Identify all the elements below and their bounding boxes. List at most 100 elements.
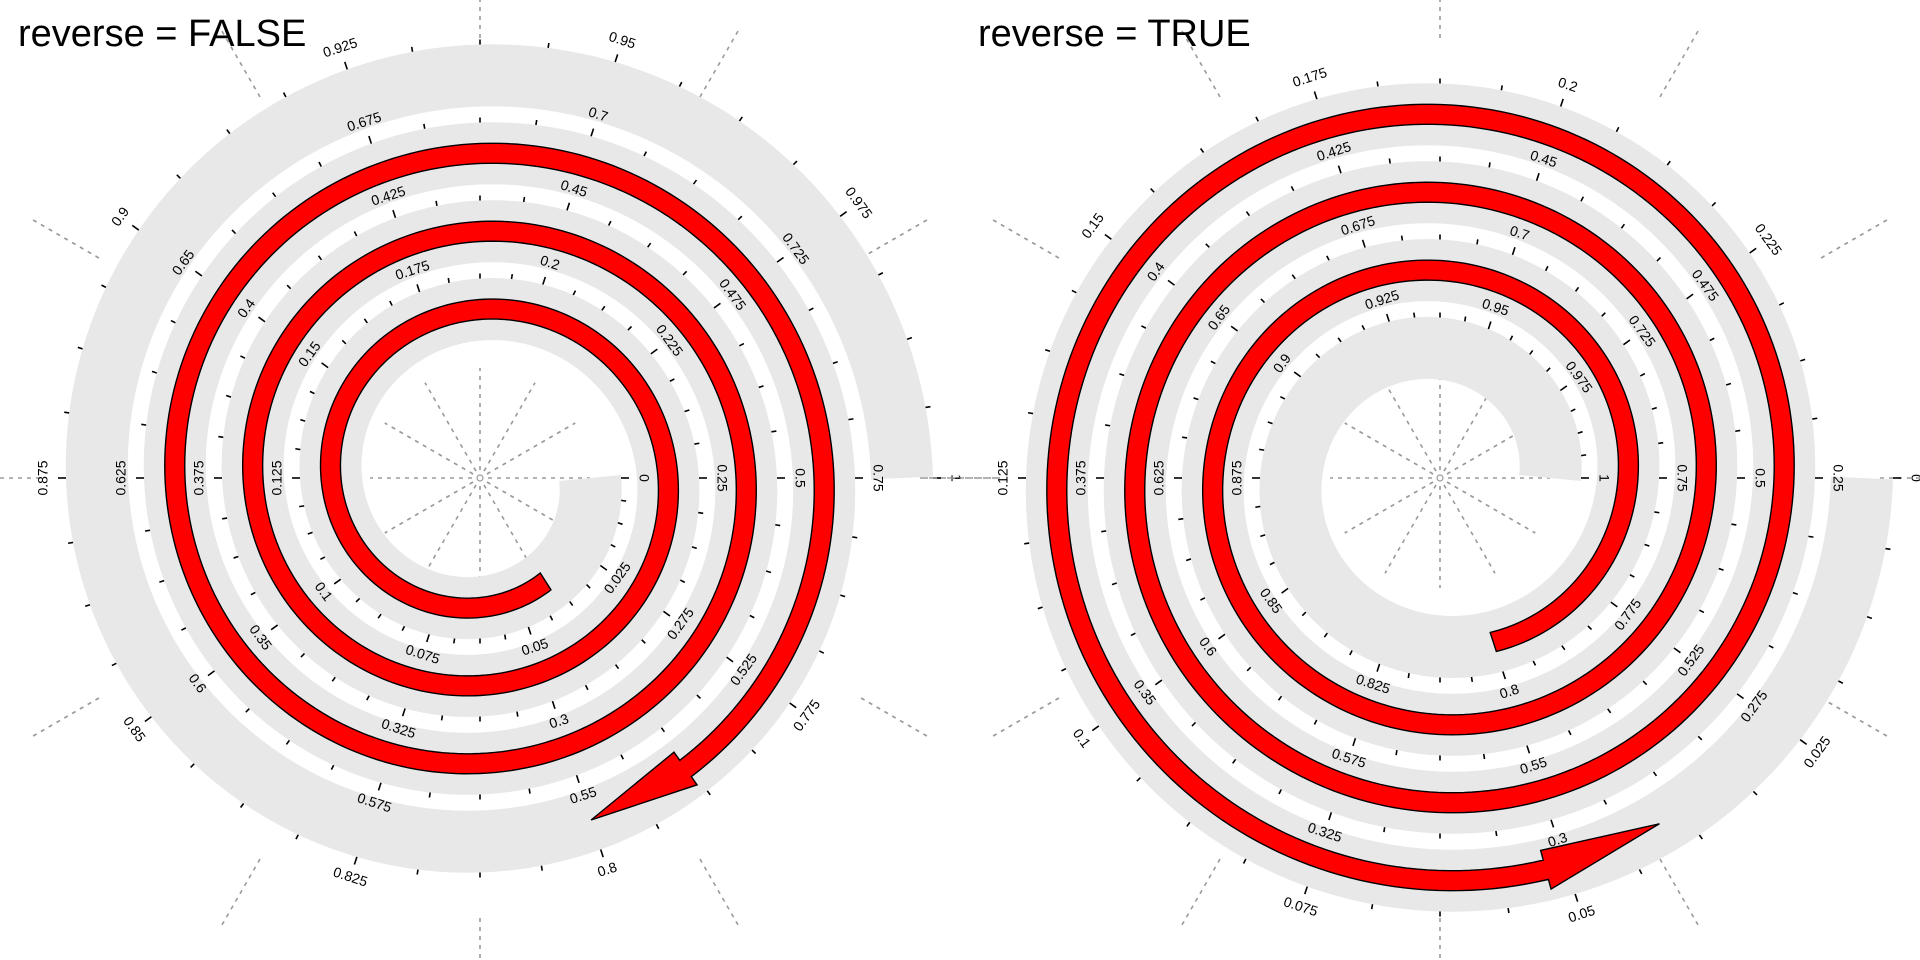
tick-label: 0.8 bbox=[1498, 680, 1522, 701]
spiral-arrow bbox=[164, 142, 835, 821]
tick-mark bbox=[1808, 535, 1814, 538]
tick-mark bbox=[663, 610, 671, 617]
tick-mark bbox=[1326, 255, 1330, 261]
panel-title-right: reverse = TRUE bbox=[978, 13, 1251, 55]
tick-mark bbox=[696, 694, 702, 700]
tick-mark bbox=[1101, 530, 1107, 533]
tick-mark bbox=[749, 614, 755, 619]
tick-mark bbox=[181, 627, 187, 631]
tick-mark bbox=[320, 556, 326, 561]
tick-mark bbox=[170, 319, 176, 324]
tick-mark bbox=[599, 564, 608, 571]
tick-mark bbox=[1352, 737, 1357, 747]
tick-mark bbox=[1577, 430, 1583, 434]
tick-mark bbox=[1385, 313, 1390, 322]
tick-mark bbox=[1749, 247, 1757, 254]
tick-mark bbox=[194, 270, 203, 277]
tick-label: 0.2 bbox=[538, 252, 562, 273]
tick-mark bbox=[542, 276, 547, 285]
guide-line-outer bbox=[1179, 858, 1221, 929]
tick-mark bbox=[682, 270, 688, 276]
tick-mark bbox=[1470, 676, 1474, 683]
tick-mark bbox=[1154, 679, 1163, 686]
tick-mark bbox=[547, 42, 550, 49]
tick-mark bbox=[401, 625, 406, 632]
tick-mark bbox=[614, 664, 620, 670]
tick-mark bbox=[527, 626, 532, 635]
tick-mark bbox=[285, 739, 291, 745]
tick-mark bbox=[590, 128, 595, 137]
tick-mark bbox=[1642, 680, 1648, 686]
tick-mark bbox=[586, 584, 591, 589]
tick-label: 0.875 bbox=[35, 460, 51, 495]
tick-mark bbox=[377, 782, 382, 791]
tick-mark bbox=[416, 869, 419, 875]
tick-mark bbox=[1193, 397, 1199, 401]
tick-mark bbox=[67, 541, 74, 545]
tick-mark bbox=[1792, 591, 1798, 595]
tick-mark bbox=[1141, 325, 1147, 329]
tick-label: 0.05 bbox=[1566, 902, 1597, 926]
tick-mark bbox=[144, 716, 152, 723]
tick-mark bbox=[295, 834, 299, 840]
tick-mark bbox=[1337, 165, 1342, 174]
tick-mark bbox=[1185, 558, 1192, 562]
tick-mark bbox=[713, 302, 721, 309]
tick-mark bbox=[738, 116, 743, 122]
tick-mark bbox=[792, 160, 798, 166]
tick-label: 0.95 bbox=[607, 28, 638, 52]
tick-label: 0.375 bbox=[1073, 460, 1089, 495]
tick-mark bbox=[1610, 601, 1618, 608]
tick-mark bbox=[353, 856, 358, 865]
tick-mark bbox=[341, 339, 347, 345]
tick-mark bbox=[131, 224, 140, 231]
tick-mark bbox=[1104, 424, 1111, 427]
tick-mark bbox=[832, 361, 838, 365]
tick-mark bbox=[1328, 812, 1333, 821]
guide-line-inner bbox=[486, 422, 576, 475]
tick-mark bbox=[1277, 695, 1283, 701]
tick-mark bbox=[1500, 85, 1503, 91]
tick-label: 0.25 bbox=[1830, 464, 1846, 491]
spiral-track bbox=[65, 44, 933, 873]
tick-mark bbox=[1178, 517, 1184, 521]
tick-mark bbox=[1255, 505, 1261, 509]
tick-mark bbox=[789, 702, 797, 709]
tick-label: 0.7 bbox=[587, 103, 611, 124]
tick-mark bbox=[64, 411, 70, 414]
tick-mark bbox=[607, 220, 612, 226]
tick-mark bbox=[758, 385, 764, 389]
tick-mark bbox=[331, 676, 336, 682]
tick-mark bbox=[1652, 771, 1658, 777]
tick-mark bbox=[1718, 567, 1724, 571]
tick-mark bbox=[1686, 293, 1694, 300]
tick-mark bbox=[300, 652, 306, 658]
tick-mark bbox=[282, 92, 287, 98]
guide-line-outer bbox=[29, 697, 100, 739]
tick-mark bbox=[1603, 799, 1608, 805]
guide-line-inner bbox=[384, 422, 474, 475]
tick-mark bbox=[1205, 243, 1210, 248]
tick-label: 0.2 bbox=[1556, 74, 1580, 95]
tick-mark bbox=[775, 523, 781, 527]
guide-line-outer bbox=[860, 697, 931, 739]
tick-label: 0.125 bbox=[995, 460, 1011, 495]
tick-mark bbox=[601, 305, 606, 311]
tick-mark bbox=[1709, 337, 1715, 342]
tick-mark bbox=[575, 775, 580, 784]
tick-mark bbox=[1607, 708, 1612, 714]
tick-mark bbox=[1559, 98, 1564, 107]
tick-mark bbox=[77, 346, 83, 350]
tick-mark bbox=[1218, 633, 1226, 640]
tick-mark bbox=[1383, 827, 1386, 833]
tick-mark bbox=[1544, 265, 1549, 272]
tick-mark bbox=[621, 499, 627, 502]
tick-mark bbox=[1370, 904, 1374, 910]
tick-mark bbox=[1313, 91, 1318, 100]
tick-label: 0.85 bbox=[120, 713, 149, 745]
tick-mark bbox=[1535, 172, 1540, 181]
guide-line-inner bbox=[1344, 422, 1434, 475]
tick-mark bbox=[453, 638, 456, 644]
tick-mark bbox=[647, 242, 652, 248]
tick-mark bbox=[1812, 417, 1818, 420]
